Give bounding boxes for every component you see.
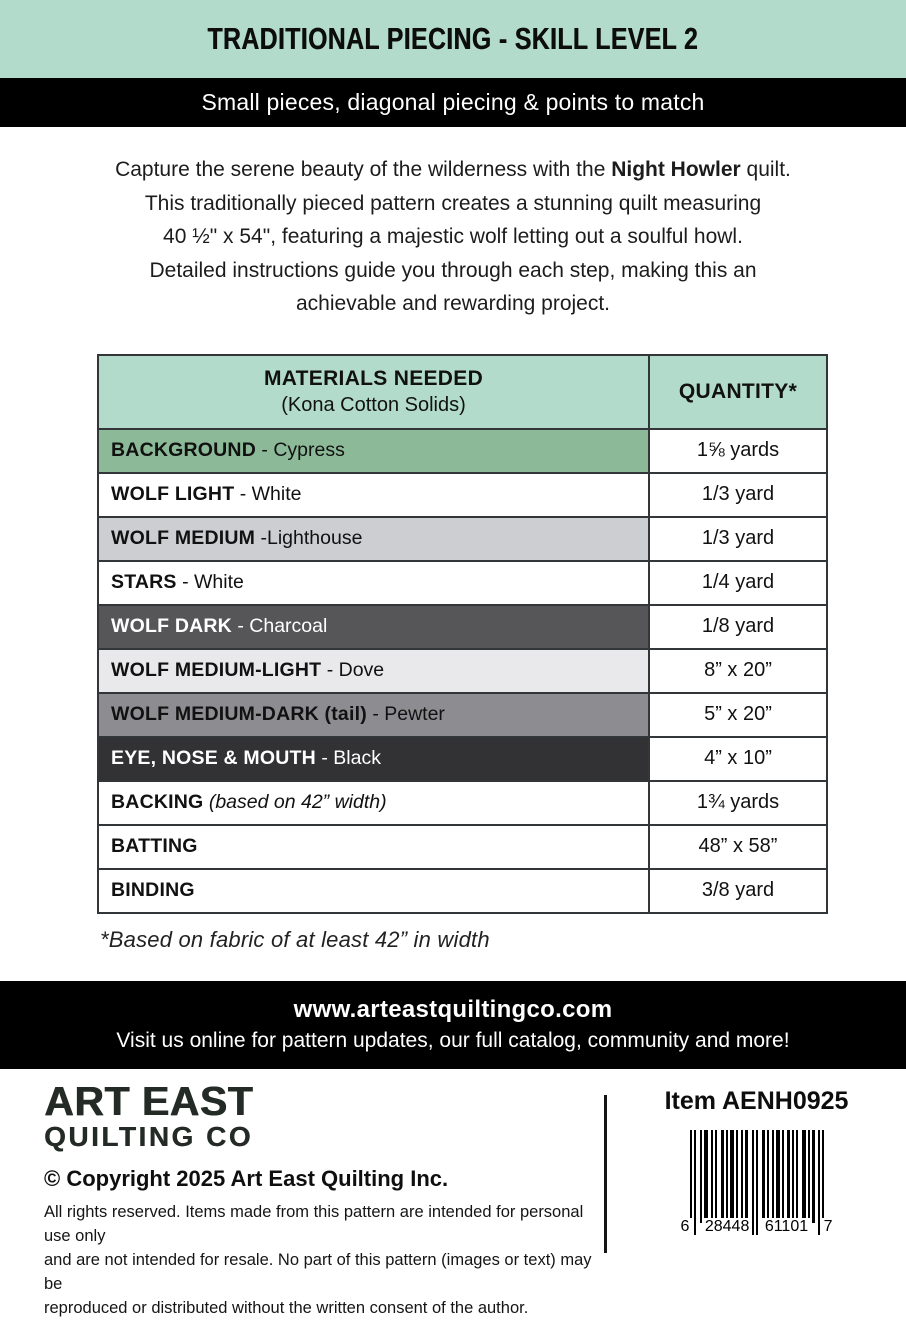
table-row: STARS - White 1/4 yard bbox=[97, 559, 828, 606]
material-name: WOLF DARK bbox=[111, 615, 232, 637]
quantity-cell: 48” x 58” bbox=[648, 823, 828, 870]
vertical-divider bbox=[604, 1094, 607, 1253]
materials-header-subtitle: (Kona Cotton Solids) bbox=[281, 393, 466, 416]
material-color: - Pewter bbox=[366, 703, 445, 725]
materials-header-title: MATERIALS NEEDED bbox=[263, 366, 484, 390]
material-name: BACKING bbox=[111, 791, 204, 813]
quantity-cell: 8” x 20” bbox=[648, 647, 828, 694]
quantity-cell: 1/3 yard bbox=[648, 471, 828, 518]
material-color: - Cypress bbox=[256, 439, 345, 461]
description-line: Capture the serene beauty of the wildern… bbox=[38, 153, 868, 187]
table-header-row: MATERIALS NEEDED (Kona Cotton Solids) QU… bbox=[97, 353, 828, 430]
barcode-digit-group: 61101 bbox=[761, 1217, 812, 1236]
quantity-cell: 3/8 yard bbox=[648, 867, 828, 914]
material-name: BACKGROUND bbox=[111, 439, 256, 461]
pattern-description: Capture the serene beauty of the wildern… bbox=[38, 153, 868, 321]
material-color: - White bbox=[234, 483, 302, 505]
fabric-width-footnote: *Based on fabric of at least 42” in widt… bbox=[100, 926, 490, 952]
material-cell: BATTING bbox=[97, 823, 650, 870]
material-cell: WOLF MEDIUM-LIGHT - Dove bbox=[97, 647, 650, 694]
quantity-cell: 4” x 10” bbox=[648, 735, 828, 782]
quantity-header-title: QUANTITY* bbox=[678, 379, 798, 403]
material-color: - White bbox=[176, 571, 244, 593]
material-cell: WOLF MEDIUM -Lighthouse bbox=[97, 515, 650, 562]
material-name: BATTING bbox=[111, 835, 198, 857]
material-cell: EYE, NOSE & MOUTH - Black bbox=[97, 735, 650, 782]
barcode: 6 28448 61101 7 bbox=[677, 1129, 836, 1257]
material-name: WOLF MEDIUM-LIGHT bbox=[111, 659, 322, 681]
table-row: WOLF LIGHT - White 1/3 yard bbox=[97, 471, 828, 518]
quantity-cell: 1⅝ yards bbox=[648, 427, 828, 474]
skill-level-banner: TRADITIONAL PIECING - SKILL LEVEL 2 bbox=[0, 0, 906, 78]
company-logo: ART EAST bbox=[44, 1077, 253, 1124]
publisher-info: ART EAST QUILTING CO © Copyright 2025 Ar… bbox=[44, 1077, 604, 1317]
material-cell: BACKING (based on 42” width) bbox=[97, 779, 650, 826]
material-name: WOLF MEDIUM bbox=[111, 527, 256, 549]
item-info: Item AENH0925 6 28448 61101 7 bbox=[607, 1081, 906, 1280]
table-row: BINDING 3/8 yard bbox=[97, 867, 828, 914]
table-row: EYE, NOSE & MOUTH - Black 4” x 10” bbox=[97, 735, 828, 782]
description-line: 40 ½" x 54", featuring a majestic wolf l… bbox=[163, 225, 743, 248]
barcode-bars bbox=[689, 1129, 824, 1235]
website-url: www.arteastquiltingco.com bbox=[293, 996, 613, 1023]
material-note: (based on 42” width) bbox=[203, 791, 387, 813]
website-tagline: Visit us online for pattern updates, our… bbox=[116, 1029, 790, 1052]
barcode-digit-group: 6 bbox=[677, 1217, 693, 1236]
material-cell: WOLF DARK - Charcoal bbox=[97, 603, 650, 650]
subtitle-text: Small pieces, diagonal piecing & points … bbox=[201, 89, 705, 115]
copyright-line: © Copyright 2025 Art East Quilting Inc. bbox=[44, 1166, 449, 1192]
table-row: WOLF MEDIUM-DARK (tail) - Pewter 5” x 20… bbox=[97, 691, 828, 738]
material-name: WOLF LIGHT bbox=[111, 483, 235, 505]
company-logo-subline: QUILTING CO bbox=[44, 1120, 253, 1152]
description-text: quilt. bbox=[740, 158, 791, 181]
pattern-name: Night Howler bbox=[611, 158, 741, 181]
subtitle-band: Small pieces, diagonal piecing & points … bbox=[0, 78, 906, 127]
quantity-cell: 1/8 yard bbox=[648, 603, 828, 650]
material-cell: WOLF MEDIUM-DARK (tail) - Pewter bbox=[97, 691, 650, 738]
quantity-header-cell: QUANTITY* bbox=[648, 353, 828, 430]
table-row: WOLF DARK - Charcoal 1/8 yard bbox=[97, 603, 828, 650]
description-line: This traditionally pieced pattern create… bbox=[144, 191, 762, 215]
quantity-cell: 5” x 20” bbox=[648, 691, 828, 738]
material-color: - Dove bbox=[321, 659, 385, 681]
table-row: BACKGROUND - Cypress 1⅝ yards bbox=[97, 427, 828, 474]
publisher-section: ART EAST QUILTING CO © Copyright 2025 Ar… bbox=[0, 1069, 906, 1317]
table-row: BACKING (based on 42” width) 1¾ yards bbox=[97, 779, 828, 826]
description-text: Capture the serene beauty of the wildern… bbox=[115, 158, 612, 181]
material-cell: BINDING bbox=[97, 867, 650, 914]
material-name: WOLF MEDIUM-DARK (tail) bbox=[111, 703, 367, 725]
material-color: -Lighthouse bbox=[255, 527, 363, 549]
description-line: Detailed instructions guide you through … bbox=[149, 258, 757, 282]
materials-table: MATERIALS NEEDED (Kona Cotton Solids) QU… bbox=[97, 353, 828, 914]
material-name: STARS bbox=[111, 571, 177, 593]
item-number: Item AENH0925 bbox=[664, 1086, 849, 1115]
material-cell: BACKGROUND - Cypress bbox=[97, 427, 650, 474]
skill-level-title: TRADITIONAL PIECING - SKILL LEVEL 2 bbox=[207, 21, 699, 56]
material-name: BINDING bbox=[111, 879, 195, 901]
table-row: BATTING 48” x 58” bbox=[97, 823, 828, 870]
materials-header-cell: MATERIALS NEEDED (Kona Cotton Solids) bbox=[97, 353, 650, 430]
legal-text: All rights reserved. Items made from thi… bbox=[44, 1200, 604, 1320]
quantity-cell: 1¾ yards bbox=[648, 779, 828, 826]
website-footer-band: www.arteastquiltingco.com Visit us onlin… bbox=[0, 980, 906, 1069]
legal-line: and are not intended for resale. No part… bbox=[44, 1251, 592, 1294]
quantity-cell: 1/4 yard bbox=[648, 559, 828, 606]
barcode-digit-group: 28448 bbox=[701, 1217, 753, 1236]
material-name: EYE, NOSE & MOUTH bbox=[111, 747, 316, 769]
material-cell: WOLF LIGHT - White bbox=[97, 471, 650, 518]
table-row: WOLF MEDIUM-LIGHT - Dove 8” x 20” bbox=[97, 647, 828, 694]
description-line: achievable and rewarding project. bbox=[295, 292, 611, 315]
barcode-digits: 6 28448 61101 7 bbox=[677, 1217, 836, 1236]
barcode-digit-group: 7 bbox=[820, 1217, 836, 1236]
material-color: - Black bbox=[315, 747, 381, 769]
table-row: WOLF MEDIUM -Lighthouse 1/3 yard bbox=[97, 515, 828, 562]
material-cell: STARS - White bbox=[97, 559, 650, 606]
quantity-cell: 1/3 yard bbox=[648, 515, 828, 562]
material-color: - Charcoal bbox=[231, 615, 328, 637]
legal-line: All rights reserved. Items made from thi… bbox=[44, 1203, 584, 1246]
